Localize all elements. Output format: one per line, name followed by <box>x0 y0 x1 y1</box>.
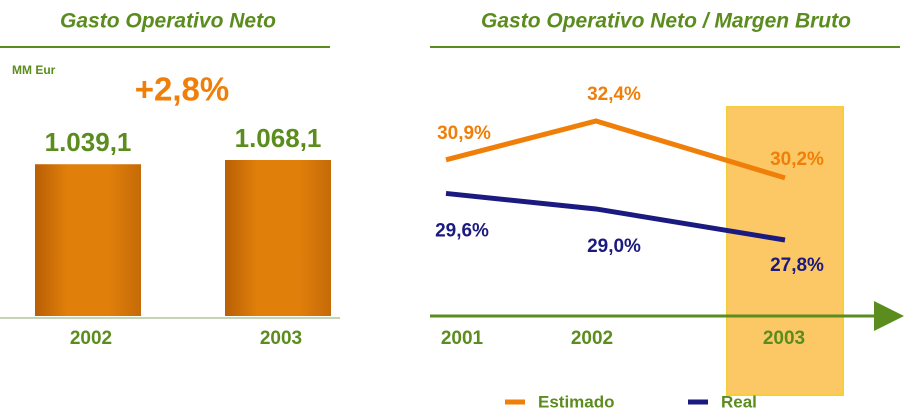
bar <box>225 160 331 316</box>
chart-title: Gasto Operativo Neto <box>60 10 276 33</box>
legend-label: Real <box>721 392 757 411</box>
value-label: 1.039,1 <box>45 127 132 157</box>
bar <box>35 164 141 316</box>
unit-label: MM Eur <box>12 63 56 77</box>
value-label: 32,4% <box>587 84 641 105</box>
x-tick-label: 2003 <box>763 328 805 349</box>
highlight-band <box>726 106 844 396</box>
annotation: +2,8% <box>135 71 230 108</box>
x-tick-label: 2002 <box>70 328 112 349</box>
x-tick-label: 2002 <box>571 328 613 349</box>
x-tick-label: 2001 <box>441 328 484 349</box>
value-label: 29,0% <box>587 236 641 257</box>
line <box>445 190 786 243</box>
value-label: 29,6% <box>435 220 489 241</box>
chart-title: Gasto Operativo Neto / Margen Bruto <box>481 10 851 33</box>
value-label: 1.068,1 <box>235 123 322 153</box>
legend-label: Estimado <box>538 392 615 411</box>
value-label: 30,2% <box>770 149 824 170</box>
line <box>445 118 786 181</box>
value-label: 30,9% <box>437 123 491 144</box>
x-tick-label: 2003 <box>260 328 302 349</box>
value-label: 27,8% <box>770 255 824 276</box>
